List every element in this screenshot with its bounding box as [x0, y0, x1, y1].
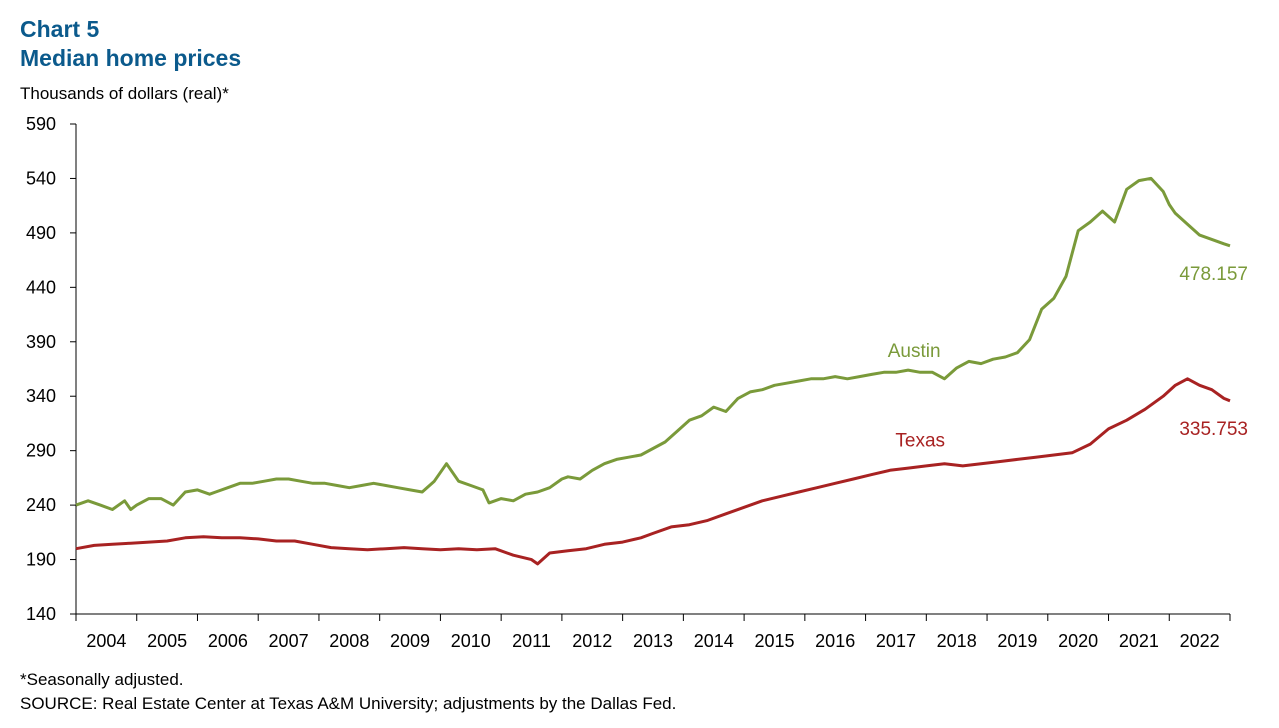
series-line-texas [75, 377, 1231, 566]
x-tick-label: 2007 [269, 631, 309, 651]
source-note: SOURCE: Real Estate Center at Texas A&M … [20, 694, 677, 713]
x-tick-label: 2006 [208, 631, 248, 651]
x-tick-label: 2018 [937, 631, 977, 651]
y-tick-label: 140 [26, 604, 56, 624]
x-tick-label: 2021 [1119, 631, 1159, 651]
x-tick-label: 2009 [390, 631, 430, 651]
x-tick-label: 2015 [754, 631, 794, 651]
y-tick-label: 340 [26, 386, 56, 406]
x-tick-label: 2011 [512, 631, 551, 651]
y-axis: 140 190 240 290 340 390 440 490 540 590 [26, 114, 77, 624]
chart-title: Chart 5 [20, 16, 100, 42]
y-axis-label: Thousands of dollars (real)* [20, 84, 229, 103]
y-tick-label: 240 [26, 495, 56, 515]
y-tick-label: 490 [26, 223, 56, 243]
series-line-austin [75, 176, 1231, 511]
series-name-label: Austin [888, 341, 941, 362]
x-tick-label: 2004 [86, 631, 126, 651]
series-labels: Austin 478.157 Texas 335.753 [888, 264, 1248, 452]
y-tick-label: 590 [26, 114, 56, 134]
x-tick-label: 2010 [451, 631, 491, 651]
x-tick-label: 2005 [147, 631, 187, 651]
footnote: *Seasonally adjusted. [20, 670, 184, 689]
y-tick-label: 440 [26, 277, 56, 297]
x-tick-label: 2012 [572, 631, 612, 651]
y-tick-label: 540 [26, 168, 56, 188]
x-tick-label: 2020 [1058, 631, 1098, 651]
series-name-label: Texas [895, 430, 945, 451]
series-end-value-label: 335.753 [1179, 419, 1248, 440]
y-tick-label: 290 [26, 441, 56, 461]
x-tick-label: 2022 [1180, 631, 1220, 651]
x-tick-label: 2008 [329, 631, 369, 651]
x-tick-label: 2019 [997, 631, 1037, 651]
series-end-value-label: 478.157 [1179, 264, 1248, 285]
series-group [75, 176, 1231, 566]
x-tick-label: 2014 [694, 631, 734, 651]
x-tick-label: 2017 [876, 631, 916, 651]
chart-subtitle: Median home prices [20, 45, 242, 71]
x-tick-label: 2013 [633, 631, 673, 651]
x-tick-label: 2016 [815, 631, 855, 651]
y-tick-label: 190 [26, 550, 56, 570]
x-axis: 2004 2005 2006 2007 2008 2009 2010 2011 2012 2013… [75, 613, 1231, 651]
y-tick-label: 390 [26, 332, 56, 352]
